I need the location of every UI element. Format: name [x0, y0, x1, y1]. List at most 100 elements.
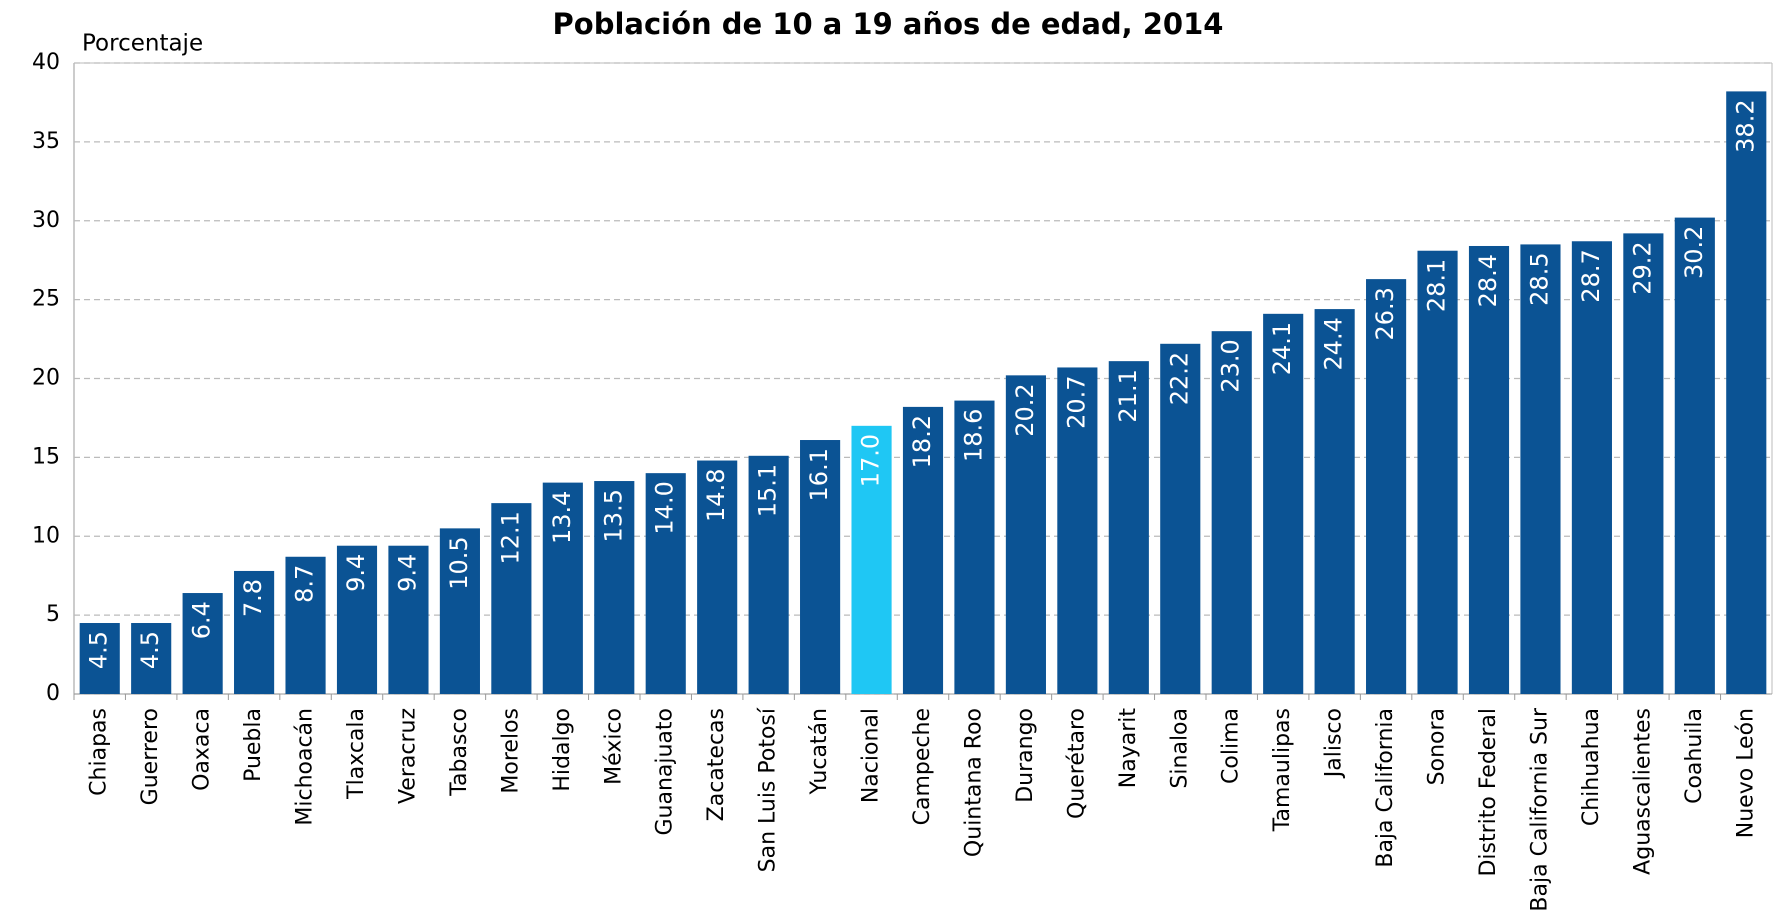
data-label: 15.1 — [754, 464, 782, 517]
bar — [285, 556, 326, 694]
bar — [1263, 313, 1304, 694]
data-label: 21.1 — [1114, 369, 1142, 422]
bar — [1571, 241, 1612, 694]
bar — [1520, 244, 1561, 694]
bar — [1417, 250, 1458, 694]
x-tick-label: Tabasco — [447, 708, 472, 797]
data-label: 13.5 — [599, 489, 627, 542]
x-tick-label: Nuevo León — [1733, 708, 1758, 838]
bar — [79, 623, 120, 694]
data-label: 28.4 — [1474, 254, 1502, 307]
bar — [336, 545, 378, 694]
data-label: 4.5 — [85, 631, 113, 669]
data-label: 28.7 — [1577, 249, 1605, 302]
bar — [851, 425, 892, 694]
y-tick-label: 25 — [32, 287, 60, 312]
bar — [1108, 361, 1149, 694]
bar — [1160, 343, 1201, 694]
bar — [1468, 245, 1510, 695]
x-tick-label: Colima — [1219, 708, 1244, 784]
bar — [1057, 367, 1098, 694]
bar — [954, 400, 995, 694]
x-tick-label: Tamaulipas — [1270, 708, 1295, 832]
data-label: 38.2 — [1731, 99, 1759, 152]
bar — [182, 593, 223, 694]
data-label: 12.1 — [496, 511, 524, 564]
bar — [1623, 233, 1664, 694]
bar — [491, 503, 532, 694]
bar — [1674, 217, 1715, 694]
data-label: 20.7 — [1062, 375, 1090, 428]
x-tick-label: Sinaloa — [1167, 708, 1192, 789]
y-tick-label: 5 — [46, 602, 60, 627]
x-tick-label: Veracruz — [395, 708, 420, 804]
data-label: 24.4 — [1320, 317, 1348, 370]
bar — [1726, 91, 1767, 694]
bar — [902, 406, 944, 694]
x-tick-label: Yucatán — [807, 708, 832, 796]
x-tick-label: Aguascalientes — [1630, 708, 1655, 875]
bar — [645, 473, 686, 694]
y-tick-label: 30 — [32, 208, 60, 233]
y-axis-label: Porcentaje — [82, 31, 203, 57]
x-tick-label: Baja California — [1373, 708, 1398, 868]
x-tick-label: Hidalgo — [550, 708, 575, 792]
bar — [131, 623, 172, 694]
bar — [594, 481, 635, 694]
data-label: 8.7 — [291, 565, 319, 603]
data-label: 9.4 — [342, 554, 370, 592]
x-tick-label: Zacatecas — [704, 708, 729, 821]
x-tick-label: Querétaro — [1064, 708, 1089, 819]
x-tick-label: Chiapas — [87, 708, 112, 796]
data-label: 28.5 — [1525, 252, 1553, 305]
data-label: 16.1 — [805, 448, 833, 501]
bar — [1005, 375, 1046, 694]
data-label: 14.8 — [702, 469, 730, 522]
x-tick-label: Oaxaca — [190, 708, 215, 791]
data-label: 29.2 — [1628, 241, 1656, 294]
x-tick-label: Campeche — [910, 708, 935, 825]
data-label: 30.2 — [1680, 226, 1708, 279]
data-label: 9.4 — [393, 554, 421, 592]
x-tick-label: Michoacán — [293, 708, 318, 826]
data-label: 7.8 — [239, 579, 267, 617]
x-tick-label: Durango — [1013, 708, 1038, 803]
bar — [697, 460, 738, 694]
bar — [800, 440, 841, 694]
x-tick-label: Guerrero — [138, 708, 163, 805]
x-tick-label: Puebla — [241, 708, 266, 782]
x-tick-label: Nacional — [859, 708, 884, 803]
data-label: 17.0 — [857, 434, 885, 487]
x-tick-label: Distrito Federal — [1476, 708, 1501, 877]
bar — [1211, 331, 1252, 694]
data-label: 26.3 — [1371, 287, 1399, 340]
data-label: 4.5 — [136, 631, 164, 669]
y-tick-label: 0 — [46, 681, 60, 706]
data-label: 23.0 — [1217, 339, 1245, 392]
bar — [439, 528, 480, 694]
x-tick-label: Nayarit — [1116, 708, 1141, 789]
x-tick-label: Sonora — [1425, 708, 1450, 785]
data-label: 10.5 — [445, 536, 473, 589]
y-tick-label: 15 — [32, 444, 60, 469]
data-label: 13.4 — [548, 491, 576, 544]
x-tick-label: San Luis Potosí — [756, 707, 781, 872]
x-tick-label: México — [601, 708, 626, 785]
bar — [1314, 309, 1355, 694]
data-label: 18.2 — [908, 415, 936, 468]
bar — [748, 455, 789, 694]
chart-title: Población de 10 a 19 años de edad, 2014 — [553, 7, 1224, 41]
bar — [234, 570, 275, 694]
bar — [1366, 279, 1407, 694]
y-tick-label: 10 — [32, 523, 60, 548]
x-tick-label: Chihuahua — [1579, 708, 1604, 826]
x-tick-label: Quintana Roo — [961, 708, 986, 857]
data-label: 14.0 — [651, 481, 679, 534]
x-tick-label: Baja California Sur — [1527, 707, 1552, 912]
bar — [542, 482, 583, 694]
data-label: 6.4 — [188, 601, 216, 639]
data-label: 28.1 — [1423, 259, 1451, 312]
x-tick-label: Guanajuato — [653, 708, 678, 836]
x-tick-label: Jalisco — [1322, 708, 1347, 779]
